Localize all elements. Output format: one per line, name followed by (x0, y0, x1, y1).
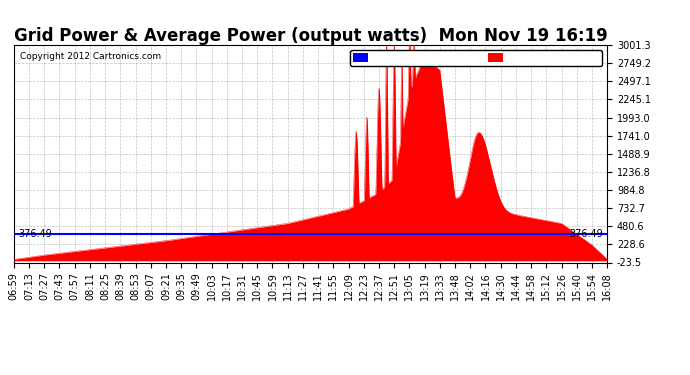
Text: 376.49: 376.49 (18, 229, 52, 239)
Legend: Average (AC Watts), Grid  (AC Watts): Average (AC Watts), Grid (AC Watts) (351, 50, 602, 66)
Title: Grid Power & Average Power (output watts)  Mon Nov 19 16:19: Grid Power & Average Power (output watts… (14, 27, 607, 45)
Text: Copyright 2012 Cartronics.com: Copyright 2012 Cartronics.com (20, 51, 161, 60)
Text: 376.49: 376.49 (569, 229, 603, 239)
